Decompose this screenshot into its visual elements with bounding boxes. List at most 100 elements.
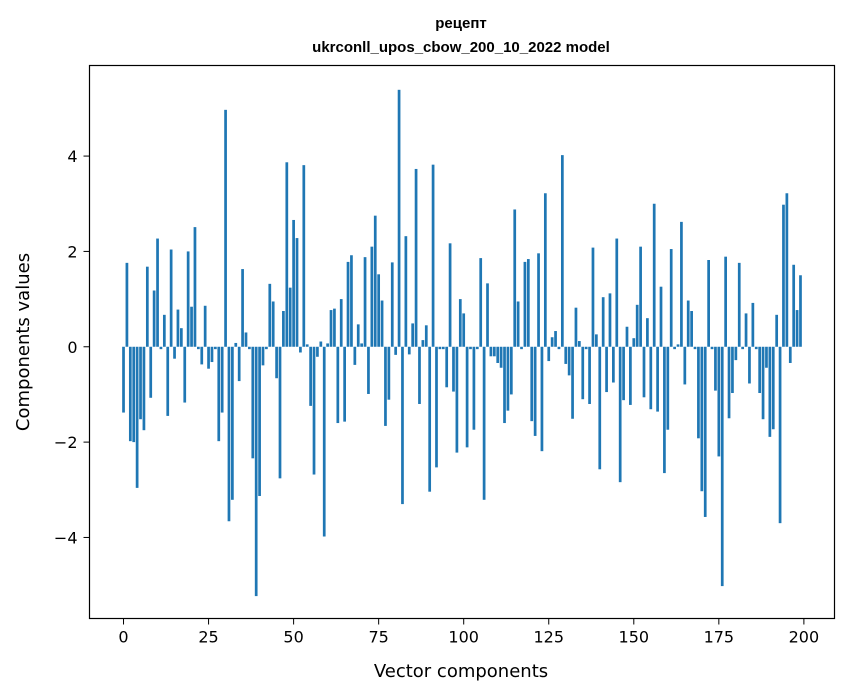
- bar: [479, 258, 483, 347]
- bar: [377, 274, 381, 347]
- y-tick-label: −2: [54, 433, 78, 452]
- bar: [179, 328, 183, 347]
- bar: [669, 249, 673, 347]
- bar: [173, 346, 176, 359]
- bar: [299, 346, 302, 353]
- bar: [768, 346, 772, 437]
- bar: [751, 302, 755, 347]
- bar: [452, 346, 455, 392]
- bar: [795, 310, 799, 347]
- bar: [639, 246, 642, 347]
- bar: [503, 346, 506, 424]
- bar: [339, 299, 343, 347]
- bar: [492, 346, 496, 357]
- bar: [390, 262, 394, 347]
- bar: [608, 293, 612, 347]
- bar: [333, 308, 336, 347]
- bar: [693, 346, 697, 350]
- bar: [700, 346, 704, 492]
- x-tick-label: 75: [368, 628, 388, 647]
- bar: [560, 155, 564, 347]
- bar: [122, 346, 125, 413]
- bar: [734, 346, 738, 361]
- bar: [533, 346, 537, 436]
- bar: [200, 346, 204, 365]
- bar: [792, 264, 796, 347]
- bar: [462, 313, 466, 347]
- y-tick-label: 2: [67, 242, 77, 261]
- bar: [142, 346, 146, 431]
- bar: [387, 346, 391, 400]
- bar: [799, 275, 802, 347]
- bar: [520, 346, 523, 350]
- y-tick-label: −4: [54, 528, 78, 547]
- bar: [724, 256, 727, 347]
- bar: [458, 299, 462, 347]
- bar: [554, 331, 557, 347]
- bar: [632, 338, 636, 347]
- chart-subtitle: ukrconll_upos_cbow_200_10_2022 model: [312, 39, 610, 56]
- x-axis-label: Vector components: [374, 661, 548, 682]
- bar: [550, 337, 554, 347]
- bar: [475, 346, 479, 350]
- bar: [384, 346, 387, 426]
- bar: [482, 346, 486, 500]
- bar: [197, 346, 200, 350]
- bar: [312, 346, 316, 475]
- bar: [265, 346, 268, 350]
- bar: [649, 346, 653, 410]
- bar: [663, 346, 666, 474]
- bar: [547, 346, 551, 362]
- x-tick-label: 150: [619, 628, 650, 647]
- bar: [448, 243, 452, 347]
- bar: [125, 262, 129, 347]
- bar: [316, 346, 319, 357]
- bar: [336, 346, 340, 424]
- bar: [166, 346, 170, 416]
- bar: [343, 346, 346, 422]
- bar: [356, 324, 360, 347]
- bar: [584, 346, 588, 350]
- bar: [237, 346, 241, 382]
- bar: [680, 221, 683, 347]
- bar: [363, 257, 367, 347]
- bar: [754, 346, 758, 350]
- bar: [159, 346, 163, 350]
- bars-group: [122, 89, 802, 597]
- bar: [234, 342, 238, 347]
- bar: [731, 346, 734, 394]
- x-tick-label: 0: [118, 628, 128, 647]
- bar: [207, 346, 210, 369]
- bar: [438, 346, 442, 350]
- bar: [278, 346, 282, 479]
- bar: [782, 204, 785, 347]
- bar: [360, 343, 364, 347]
- bar: [540, 346, 544, 452]
- bar: [203, 305, 207, 347]
- bar: [652, 203, 656, 347]
- chart-title: рецепт: [435, 15, 486, 32]
- bar: [625, 326, 629, 347]
- bar: [703, 346, 707, 517]
- bar: [373, 215, 377, 347]
- bar: [707, 260, 710, 347]
- bar: [659, 286, 663, 347]
- bar: [598, 346, 602, 470]
- x-tick-label: 25: [198, 628, 218, 647]
- bar: [496, 346, 500, 363]
- bar: [326, 343, 329, 347]
- bar: [690, 311, 693, 347]
- bar: [581, 346, 585, 400]
- bar: [421, 340, 425, 347]
- bar: [210, 346, 214, 363]
- bar: [254, 346, 258, 597]
- bar: [411, 323, 415, 347]
- bar: [319, 341, 323, 347]
- bar: [186, 251, 190, 347]
- bar: [424, 325, 428, 347]
- bar: [176, 309, 180, 347]
- bar: [564, 346, 568, 364]
- bar: [775, 314, 779, 347]
- bar: [676, 344, 680, 347]
- bar: [683, 346, 687, 385]
